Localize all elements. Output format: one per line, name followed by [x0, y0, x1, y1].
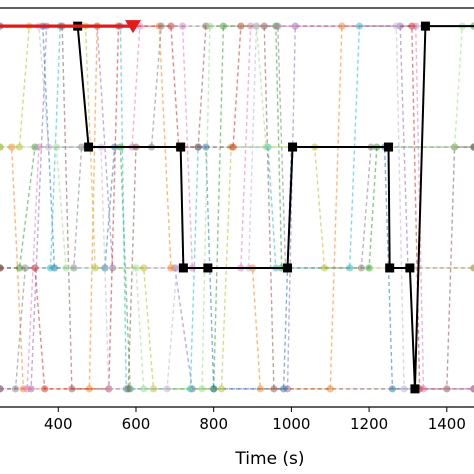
background-series-line: [0, 25, 474, 390]
background-series-point: [450, 143, 459, 151]
x-axis-ticks: 400 600 800 1000 1200 1400: [44, 407, 466, 433]
highlight-series-line: [0, 25, 474, 389]
background-series-point: [41, 385, 49, 393]
background-series-line: [0, 25, 474, 390]
x-tick-label: 600: [122, 415, 151, 433]
background-series-line: [0, 25, 474, 390]
background-series-point: [210, 385, 218, 393]
background-series-point: [157, 22, 165, 30]
background-series-point: [470, 143, 474, 151]
background-series-point: [400, 385, 408, 393]
background-series-point: [11, 385, 20, 393]
background-series-point: [206, 22, 214, 30]
background-series-point: [262, 143, 270, 151]
highlight-series-point: [84, 142, 94, 152]
highlight-series-point: [288, 142, 298, 152]
background-series-point: [23, 385, 31, 393]
highlight-series-point: [420, 21, 430, 31]
x-tick-label: 1200: [350, 415, 388, 433]
arrow-series: [0, 20, 141, 34]
background-series-point: [470, 264, 474, 272]
highlight-series-point: [283, 263, 293, 273]
background-series-point: [365, 264, 373, 272]
background-series-point: [270, 385, 278, 393]
background-series-point: [105, 385, 113, 393]
background-series-point: [229, 143, 237, 151]
x-tick-label: 1400: [428, 415, 466, 433]
background-series-point: [124, 385, 132, 393]
background-series-line: [0, 25, 474, 390]
background-series-point: [140, 385, 148, 393]
background-series-point: [140, 264, 148, 272]
background-series-line: [0, 25, 474, 390]
background-series-point: [357, 264, 365, 272]
highlight-series-point: [176, 142, 186, 152]
highlight-series-point: [385, 263, 395, 273]
background-series-point: [15, 143, 24, 151]
background-series-point: [217, 385, 226, 393]
x-tick-label: 800: [199, 415, 228, 433]
background-series-point: [167, 264, 175, 272]
background-series-line: [0, 25, 474, 390]
background-series-line: [0, 25, 474, 390]
background-series-point: [388, 385, 397, 393]
background-series-point: [77, 143, 86, 151]
background-series-point: [252, 22, 261, 30]
background-series-point: [194, 143, 202, 151]
background-series-point: [21, 264, 29, 272]
background-series-point: [62, 264, 70, 272]
plot-frame: [0, 7, 474, 408]
background-series-point: [132, 264, 140, 272]
background-series-point: [44, 143, 53, 151]
background-series: [0, 22, 474, 393]
background-series-point: [326, 385, 334, 393]
background-series-point: [0, 264, 4, 272]
x-axis-title: Time (s): [234, 449, 304, 469]
background-series-point: [392, 22, 400, 30]
highlight-series-point: [384, 142, 394, 152]
background-series-point: [408, 22, 416, 30]
highlight-series-point: [178, 263, 188, 273]
background-series-point: [0, 143, 4, 151]
background-series-point: [31, 264, 39, 272]
background-series-point: [163, 385, 171, 393]
background-series-point: [470, 385, 474, 393]
background-series-line: [0, 25, 474, 390]
background-series-point: [173, 264, 181, 272]
background-series-point: [291, 22, 299, 30]
background-series-line: [0, 25, 474, 390]
arrow-series-head: [124, 20, 141, 34]
background-series-point: [52, 143, 60, 151]
highlight-series-point: [410, 384, 420, 394]
background-series-point: [246, 22, 255, 30]
background-series-point: [0, 385, 4, 393]
highlight-series-point: [405, 263, 415, 273]
background-series-point: [320, 264, 329, 272]
highlight-series: [0, 21, 474, 394]
x-tick-label: 400: [44, 415, 73, 433]
highlight-series-point: [203, 263, 213, 273]
x-tick-label: 1000: [272, 415, 310, 433]
background-series-point: [8, 143, 16, 151]
background-series-point: [198, 385, 206, 393]
